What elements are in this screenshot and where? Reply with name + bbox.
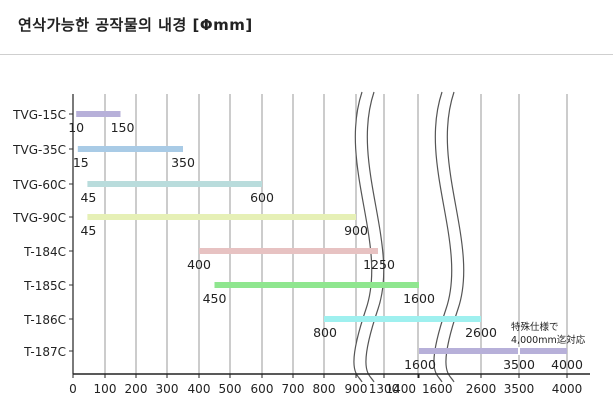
range-bar-t-184c <box>199 248 378 254</box>
axis-break-2-left <box>433 91 453 383</box>
range-bar-tvg-35c <box>77 146 183 152</box>
axis-break-2-right <box>445 91 465 383</box>
range-bar-t-185c <box>214 282 419 288</box>
range-min-label-t-187c: 1600 <box>404 357 436 372</box>
special-note-line-0: 特殊仕様で <box>511 321 559 333</box>
x-tick-label-700: 700 <box>282 382 305 396</box>
x-tick-label-300: 300 <box>156 382 179 396</box>
x-tick-label-100: 100 <box>94 382 117 396</box>
x-tick-label-3500: 3500 <box>504 382 535 396</box>
x-tick-label-400: 400 <box>188 382 211 396</box>
range-max-label-t-184c: 1250 <box>363 257 395 272</box>
range-max-label-t-187c: 4000 <box>551 357 583 372</box>
range-min-label-tvg-15c: 10 <box>68 120 84 135</box>
page-title: 연삭가능한 공작물의 내경 [Φmm] <box>18 16 253 34</box>
x-tick-label-600: 600 <box>251 382 274 396</box>
range-bar-tvg-15c <box>76 111 121 117</box>
range-bar-t-187c <box>419 348 567 354</box>
x-tick-label-0: 0 <box>69 382 77 396</box>
range-bar-t-186c <box>324 316 481 322</box>
model-label-tvg-35c: TVG-35C <box>12 143 66 157</box>
model-label-t-185c: T-185C <box>23 279 66 293</box>
special-note-line-1: 4,000mm迄対応 <box>511 334 586 346</box>
x-tick-label-200: 200 <box>125 382 148 396</box>
x-tick-label-1300: 1300 <box>369 382 400 396</box>
model-label-tvg-15c: TVG-15C <box>12 108 66 122</box>
range-max-label-tvg-15c: 150 <box>111 120 135 135</box>
x-tick-label-800: 800 <box>313 382 336 396</box>
x-tick-label-900: 900 <box>345 382 368 396</box>
model-label-t-187c: T-187C <box>23 345 66 359</box>
range-special-label-t-187c: 3500 <box>503 357 535 372</box>
range-max-label-t-186c: 2600 <box>465 325 497 340</box>
range-bar-tvg-90c <box>87 214 357 220</box>
title-bar: 연삭가능한 공작물의 내경 [Φmm] <box>0 0 613 55</box>
x-tick-label-4000: 4000 <box>552 382 583 396</box>
range-min-label-tvg-90c: 45 <box>80 223 96 238</box>
axis-break-2-fill <box>433 92 464 382</box>
range-max-label-tvg-60c: 600 <box>250 190 274 205</box>
model-label-tvg-90c: TVG-90C <box>12 211 66 225</box>
range-max-label-tvg-35c: 350 <box>171 155 195 170</box>
model-label-tvg-60c: TVG-60C <box>12 178 66 192</box>
range-max-label-t-185c: 1600 <box>403 291 435 306</box>
model-label-t-186c: T-186C <box>23 313 66 327</box>
range-min-label-tvg-35c: 15 <box>73 155 89 170</box>
range-min-label-tvg-60c: 45 <box>80 190 96 205</box>
x-tick-label-1400: 1400 <box>385 382 416 396</box>
axis-break-1-fill <box>353 92 384 382</box>
model-label-t-184c: T-184C <box>23 245 66 259</box>
x-tick-label-500: 500 <box>219 382 242 396</box>
range-min-label-t-186c: 800 <box>313 325 337 340</box>
range-min-label-t-185c: 450 <box>203 291 227 306</box>
x-tick-label-2600: 2600 <box>466 382 497 396</box>
x-tick-label-1600: 1600 <box>422 382 453 396</box>
range-min-label-t-184c: 400 <box>187 257 211 272</box>
range-max-label-tvg-90c: 900 <box>344 223 368 238</box>
range-bar-tvg-60c <box>87 181 263 187</box>
